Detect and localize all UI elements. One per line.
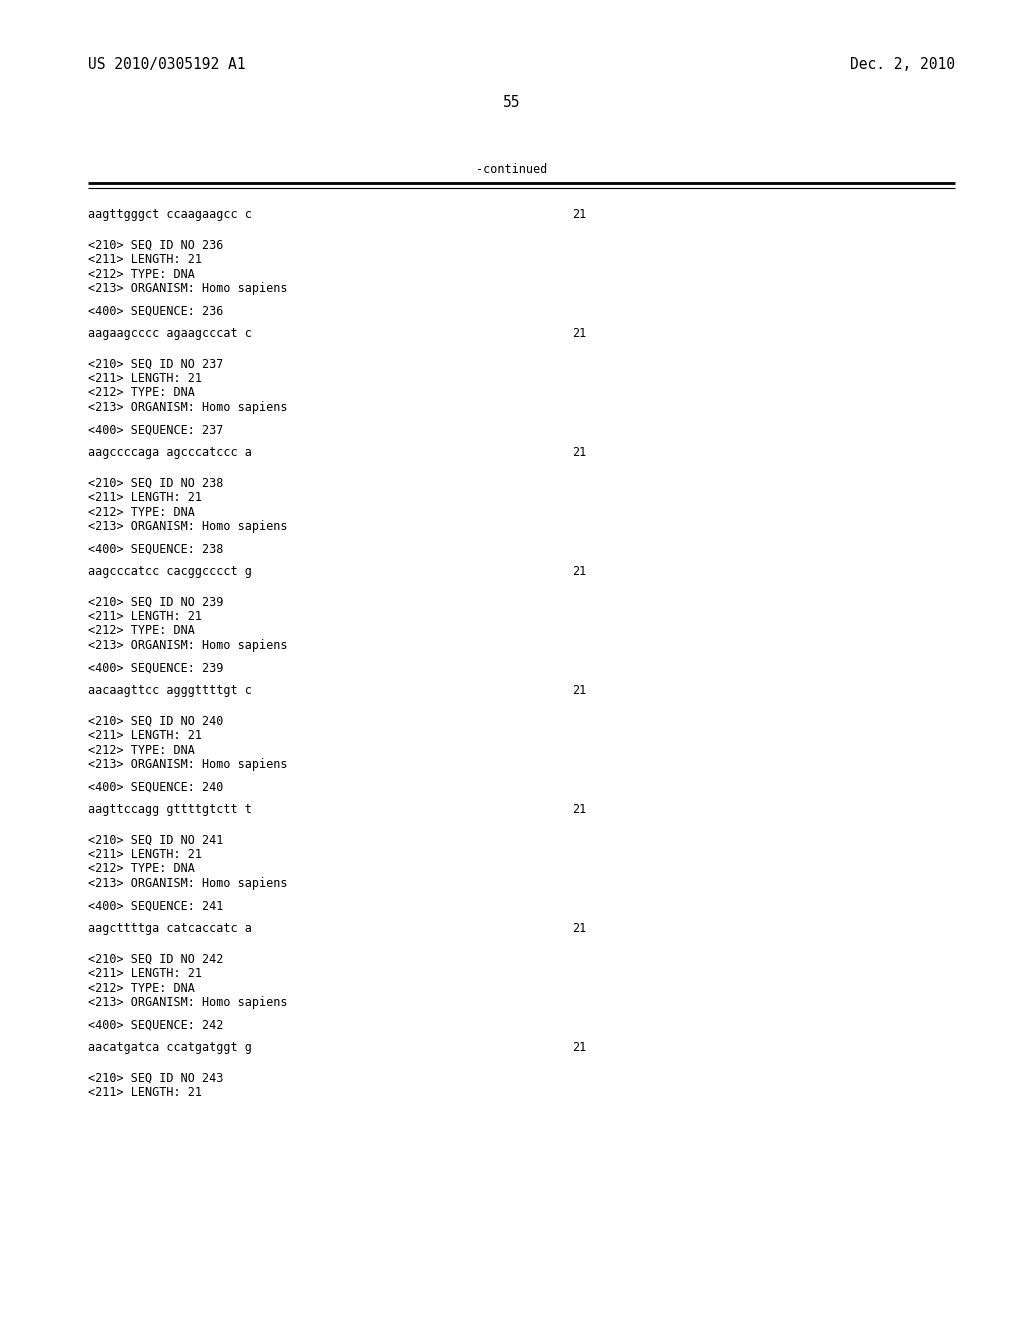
Text: <213> ORGANISM: Homo sapiens: <213> ORGANISM: Homo sapiens	[88, 876, 288, 890]
Text: 21: 21	[572, 327, 587, 341]
Text: <211> LENGTH: 21: <211> LENGTH: 21	[88, 491, 202, 504]
Text: aacatgatca ccatgatggt g: aacatgatca ccatgatggt g	[88, 1041, 252, 1053]
Text: <210> SEQ ID NO 241: <210> SEQ ID NO 241	[88, 833, 223, 846]
Text: <213> ORGANISM: Homo sapiens: <213> ORGANISM: Homo sapiens	[88, 520, 288, 533]
Text: <212> TYPE: DNA: <212> TYPE: DNA	[88, 982, 195, 994]
Text: <213> ORGANISM: Homo sapiens: <213> ORGANISM: Homo sapiens	[88, 401, 288, 414]
Text: 21: 21	[572, 1041, 587, 1053]
Text: -continued: -continued	[476, 162, 548, 176]
Text: <210> SEQ ID NO 243: <210> SEQ ID NO 243	[88, 1072, 223, 1085]
Text: aagccccaga agcccatccc a: aagccccaga agcccatccc a	[88, 446, 252, 459]
Text: 21: 21	[572, 803, 587, 816]
Text: <400> SEQUENCE: 238: <400> SEQUENCE: 238	[88, 543, 223, 556]
Text: <400> SEQUENCE: 237: <400> SEQUENCE: 237	[88, 424, 223, 437]
Text: <210> SEQ ID NO 239: <210> SEQ ID NO 239	[88, 595, 223, 609]
Text: <210> SEQ ID NO 237: <210> SEQ ID NO 237	[88, 358, 223, 371]
Text: aagcttttga catcaccatc a: aagcttttga catcaccatc a	[88, 921, 252, 935]
Text: <400> SEQUENCE: 242: <400> SEQUENCE: 242	[88, 1019, 223, 1031]
Text: <210> SEQ ID NO 240: <210> SEQ ID NO 240	[88, 714, 223, 727]
Text: <213> ORGANISM: Homo sapiens: <213> ORGANISM: Homo sapiens	[88, 639, 288, 652]
Text: <211> LENGTH: 21: <211> LENGTH: 21	[88, 253, 202, 267]
Text: <211> LENGTH: 21: <211> LENGTH: 21	[88, 372, 202, 385]
Text: <400> SEQUENCE: 239: <400> SEQUENCE: 239	[88, 661, 223, 675]
Text: Dec. 2, 2010: Dec. 2, 2010	[850, 57, 955, 73]
Text: US 2010/0305192 A1: US 2010/0305192 A1	[88, 57, 246, 73]
Text: 21: 21	[572, 209, 587, 220]
Text: <400> SEQUENCE: 241: <400> SEQUENCE: 241	[88, 899, 223, 912]
Text: <212> TYPE: DNA: <212> TYPE: DNA	[88, 624, 195, 638]
Text: <212> TYPE: DNA: <212> TYPE: DNA	[88, 506, 195, 519]
Text: aacaagttcc agggttttgt c: aacaagttcc agggttttgt c	[88, 684, 252, 697]
Text: aagcccatcc cacggcccct g: aagcccatcc cacggcccct g	[88, 565, 252, 578]
Text: aagttccagg gttttgtctt t: aagttccagg gttttgtctt t	[88, 803, 252, 816]
Text: <212> TYPE: DNA: <212> TYPE: DNA	[88, 862, 195, 875]
Text: <211> LENGTH: 21: <211> LENGTH: 21	[88, 729, 202, 742]
Text: <400> SEQUENCE: 236: <400> SEQUENCE: 236	[88, 305, 223, 318]
Text: 21: 21	[572, 684, 587, 697]
Text: <210> SEQ ID NO 242: <210> SEQ ID NO 242	[88, 953, 223, 965]
Text: 21: 21	[572, 921, 587, 935]
Text: <211> LENGTH: 21: <211> LENGTH: 21	[88, 610, 202, 623]
Text: <212> TYPE: DNA: <212> TYPE: DNA	[88, 743, 195, 756]
Text: <212> TYPE: DNA: <212> TYPE: DNA	[88, 387, 195, 400]
Text: <211> LENGTH: 21: <211> LENGTH: 21	[88, 968, 202, 979]
Text: <213> ORGANISM: Homo sapiens: <213> ORGANISM: Homo sapiens	[88, 758, 288, 771]
Text: 55: 55	[503, 95, 521, 110]
Text: aagaagcccc agaagcccat c: aagaagcccc agaagcccat c	[88, 327, 252, 341]
Text: <213> ORGANISM: Homo sapiens: <213> ORGANISM: Homo sapiens	[88, 997, 288, 1008]
Text: 21: 21	[572, 565, 587, 578]
Text: 21: 21	[572, 446, 587, 459]
Text: <211> LENGTH: 21: <211> LENGTH: 21	[88, 1086, 202, 1100]
Text: <212> TYPE: DNA: <212> TYPE: DNA	[88, 268, 195, 281]
Text: aagttgggct ccaagaagcc c: aagttgggct ccaagaagcc c	[88, 209, 252, 220]
Text: <210> SEQ ID NO 238: <210> SEQ ID NO 238	[88, 477, 223, 490]
Text: <210> SEQ ID NO 236: <210> SEQ ID NO 236	[88, 239, 223, 252]
Text: <213> ORGANISM: Homo sapiens: <213> ORGANISM: Homo sapiens	[88, 282, 288, 294]
Text: <211> LENGTH: 21: <211> LENGTH: 21	[88, 847, 202, 861]
Text: <400> SEQUENCE: 240: <400> SEQUENCE: 240	[88, 780, 223, 793]
